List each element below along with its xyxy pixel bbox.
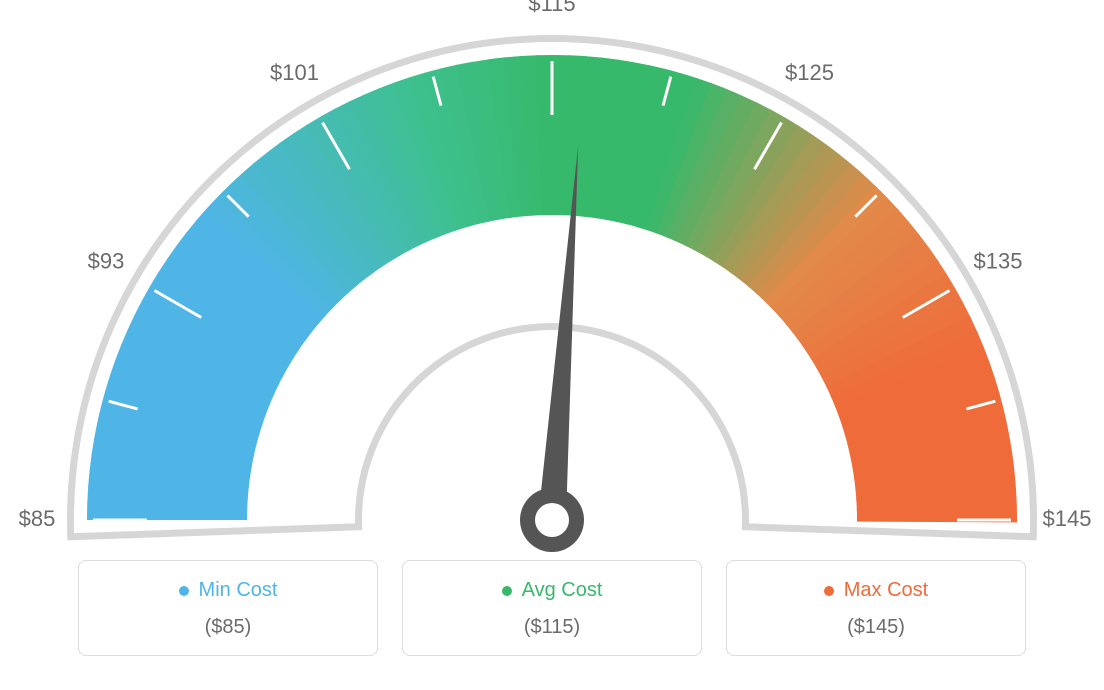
legend-title-max: Max Cost [824,579,928,602]
gauge-tick-label: $115 [528,0,575,16]
gauge-svg: $85 $93 $101 $115 $125 $135 $145 [0,0,1104,560]
legend-value-min: ($85) [79,616,377,639]
gauge-outline-cap [67,527,362,537]
gauge-hub-inner [535,503,569,537]
gauge-tick-label: $125 [785,60,834,85]
legend-label-min: Min Cost [199,579,278,602]
legend-card-min: Min Cost ($85) [78,560,378,656]
legend-dot-avg [502,586,512,596]
gauge-outline-cap [742,527,1037,537]
gauge-chart: $85 $93 $101 $115 $125 $135 $145 [0,0,1104,560]
legend-card-avg: Avg Cost ($115) [402,560,702,656]
legend-label-max: Max Cost [844,579,928,602]
legend-title-avg: Avg Cost [502,579,603,602]
legend-label-avg: Avg Cost [522,579,603,602]
gauge-tick-label: $101 [270,60,319,85]
gauge-tick-label: $145 [1043,506,1092,531]
legend-row: Min Cost ($85) Avg Cost ($115) Max Cost … [0,560,1104,656]
gauge-tick-label: $93 [88,248,125,273]
gauge-tick-label: $85 [19,506,56,531]
gauge-tick-label: $135 [974,248,1023,273]
legend-value-max: ($145) [727,616,1025,639]
legend-title-min: Min Cost [179,579,278,602]
legend-dot-min [179,586,189,596]
legend-card-max: Max Cost ($145) [726,560,1026,656]
legend-value-avg: ($115) [403,616,701,639]
legend-dot-max [824,586,834,596]
